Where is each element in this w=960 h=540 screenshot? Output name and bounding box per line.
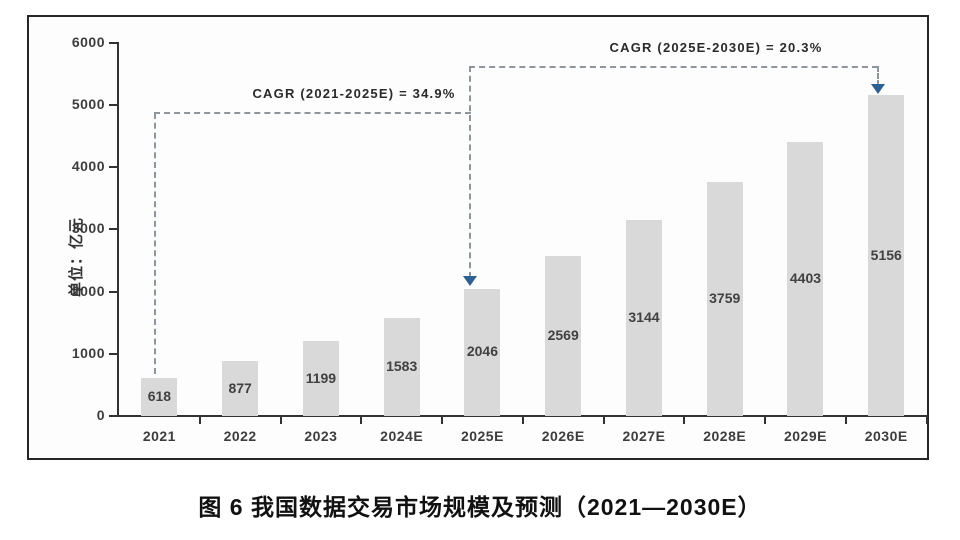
- y-axis-tick-label: 1000: [71, 344, 105, 361]
- bar-value-label: 1199: [305, 369, 337, 386]
- bar-2024E: [383, 317, 420, 416]
- x-axis-label-2030E: 2030E: [864, 428, 908, 444]
- bar-value-label: 5156: [870, 246, 902, 263]
- y-axis-tick-label: 5000: [71, 96, 105, 112]
- x-axis-label-2021: 2021: [142, 428, 176, 444]
- y-axis-tick: [109, 352, 117, 355]
- bracket2-arrow-icon: [871, 84, 885, 94]
- x-axis-label-2023: 2023: [304, 428, 338, 444]
- y-axis-tick-label: 2000: [71, 282, 105, 299]
- cagr-annotation-2021-2025: CAGR (2021-2025E) = 34.9%: [252, 86, 456, 101]
- x-axis-label-2025E: 2025E: [460, 428, 504, 444]
- bar-2025E: [464, 288, 501, 416]
- bracket1-arrow-icon: [463, 276, 477, 286]
- bar-2030E: [868, 95, 905, 416]
- chart-frame: 单位：亿元 CAGR (2021-2025E) = 34.9% CAGR (20…: [27, 15, 929, 460]
- x-axis-label-2026E: 2026E: [541, 428, 585, 444]
- x-axis-tick: [764, 417, 767, 424]
- figure-caption: 图 6 我国数据交易市场规模及预测（2021—2030E）: [198, 494, 762, 520]
- y-axis-tick-label: 3000: [71, 220, 105, 237]
- x-axis-tick: [521, 417, 524, 424]
- bar-value-label: 3759: [709, 290, 741, 307]
- bar-2026E: [545, 256, 582, 416]
- y-axis-line: [117, 42, 119, 417]
- y-axis-tick: [109, 41, 117, 44]
- x-axis-label-2028E: 2028E: [703, 428, 747, 444]
- bracket2-drop-line: [877, 66, 879, 86]
- y-axis-title: 单位：亿元: [68, 217, 85, 298]
- x-axis-label-2027E: 2027E: [622, 428, 666, 444]
- x-axis-tick: [198, 417, 201, 424]
- bar-value-label: 1583: [386, 357, 418, 374]
- x-axis-tick: [441, 417, 444, 424]
- bar-2021: [141, 377, 178, 416]
- y-axis-tick: [109, 228, 117, 231]
- bar-value-label: 2569: [547, 327, 579, 344]
- cagr-annotation-2025-2030: CAGR (2025E-2030E) = 20.3%: [609, 40, 823, 55]
- bar-value-label: 618: [147, 387, 172, 404]
- x-axis-line: [117, 415, 928, 417]
- bar-2028E: [706, 182, 743, 416]
- y-axis-tick: [109, 290, 117, 293]
- bar-value-label: 3144: [628, 309, 660, 326]
- y-axis-tick: [109, 415, 117, 417]
- y-axis-tick: [109, 104, 117, 106]
- x-axis-tick: [602, 417, 605, 424]
- bar-value-label: 877: [228, 379, 252, 396]
- x-axis-tick: [925, 417, 928, 424]
- bar-2022: [222, 361, 259, 416]
- bar-2027E: [625, 220, 662, 416]
- x-axis-tick: [844, 417, 847, 424]
- bracket1-top-line: [154, 112, 471, 114]
- x-axis-tick: [683, 417, 686, 424]
- x-axis-label-2024E: 2024E: [380, 428, 424, 444]
- bar-value-label: 4403: [789, 270, 822, 287]
- x-axis-tick: [279, 417, 282, 424]
- x-axis-label-2029E: 2029E: [783, 428, 827, 444]
- bar-value-label: 2046: [466, 343, 499, 360]
- bracket1-drop-line: [469, 66, 471, 278]
- y-axis-tick-label: 0: [96, 407, 105, 423]
- bar-2029E: [787, 142, 824, 416]
- x-axis-label-2022: 2022: [223, 428, 257, 444]
- y-axis-tick-label: 4000: [71, 158, 105, 175]
- bracket2-top-line: [469, 66, 878, 68]
- bar-2023: [302, 341, 339, 416]
- x-axis-tick: [360, 417, 363, 424]
- y-axis-tick: [109, 166, 117, 169]
- y-axis-tick-label: 6000: [71, 33, 105, 50]
- bracket1-left-line: [154, 113, 156, 374]
